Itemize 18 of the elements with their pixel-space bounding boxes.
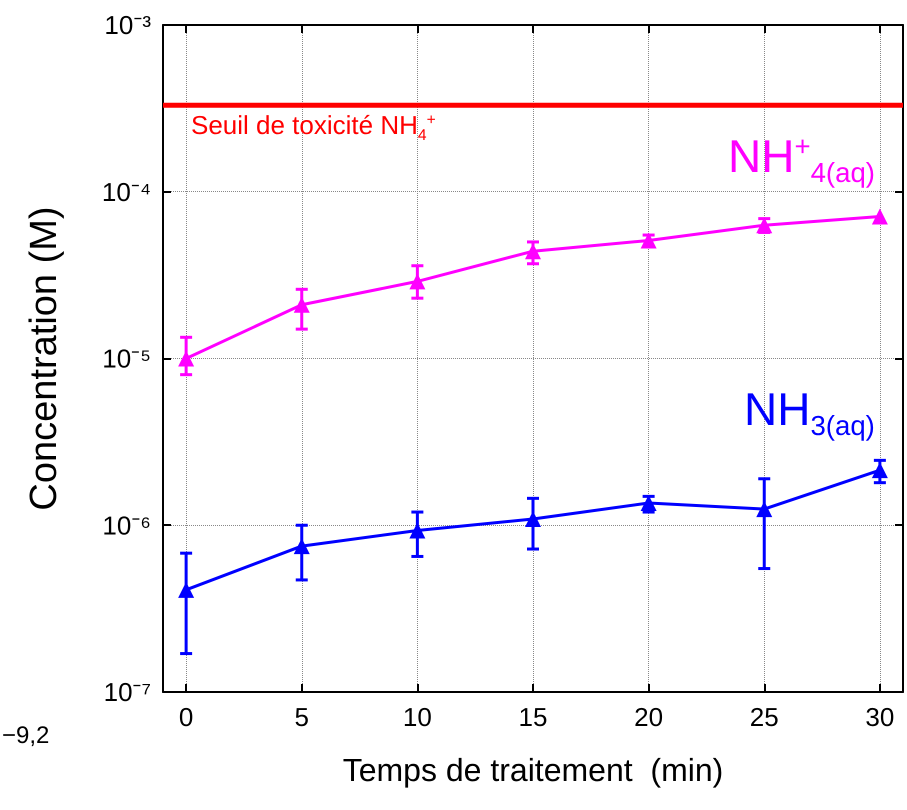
x-axis-title: Temps de traitement (min) [342, 752, 724, 788]
point [640, 232, 657, 249]
x-tick-label: 30 [865, 702, 894, 732]
y-tick-label: 10⁻⁴ [102, 176, 151, 207]
series-label: NH$_{3(aq)}$ [744, 382, 875, 442]
y-tick-label: 10⁻⁷ [104, 677, 151, 707]
y-tick-label: 10⁻⁶ [102, 510, 151, 540]
point [872, 208, 888, 225]
x-tick-label: 15 [518, 702, 548, 732]
corner-note: −9,2 [2, 722, 50, 750]
x-tick-label: 20 [634, 702, 664, 732]
y-axis-title: Concentration (M) [23, 206, 65, 511]
y-tick-label: 10⁻⁵ [102, 344, 151, 374]
y-tick-label: 10⁻³ [104, 10, 152, 40]
x-tick-label: 0 [178, 702, 194, 732]
x-tick-label: 5 [294, 702, 309, 732]
x-tick-label: 25 [750, 702, 779, 732]
x-tick-label: 10 [402, 702, 432, 732]
